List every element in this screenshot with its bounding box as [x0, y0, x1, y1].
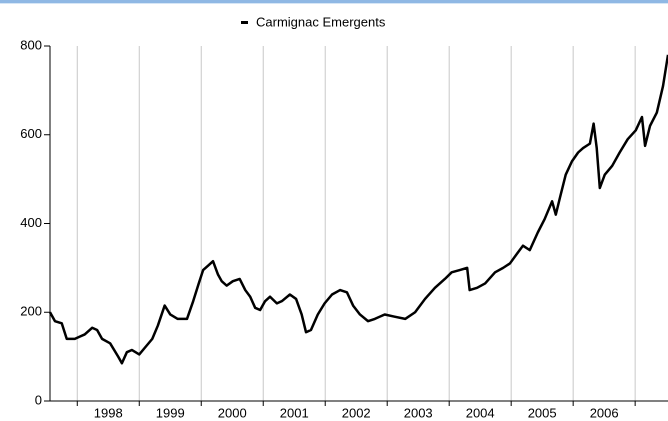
x-tick-label: 2004 [466, 405, 495, 420]
data-line [48, 54, 668, 365]
top-border [0, 0, 668, 3]
y-tick-label: 600 [20, 126, 42, 141]
x-tick-label: 2000 [218, 405, 247, 420]
x-tick-label: 2003 [404, 405, 433, 420]
x-tick-label: 2001 [280, 405, 309, 420]
x-tick-label: 2006 [590, 405, 619, 420]
x-tick-label: 2002 [342, 405, 371, 420]
y-tick-label: 400 [20, 215, 42, 230]
y-tick-label: 800 [20, 37, 42, 52]
legend: Carmignac Emergents [241, 14, 386, 29]
y-tick-label: 0 [35, 392, 42, 407]
legend-label: Carmignac Emergents [256, 14, 386, 29]
legend-marker [241, 21, 248, 24]
x-tick-label: 1998 [94, 405, 123, 420]
x-tick-label: 2005 [528, 405, 557, 420]
y-tick-label: 200 [20, 304, 42, 319]
x-tick-label: 1999 [156, 405, 185, 420]
top-border-light [0, 3, 668, 4]
